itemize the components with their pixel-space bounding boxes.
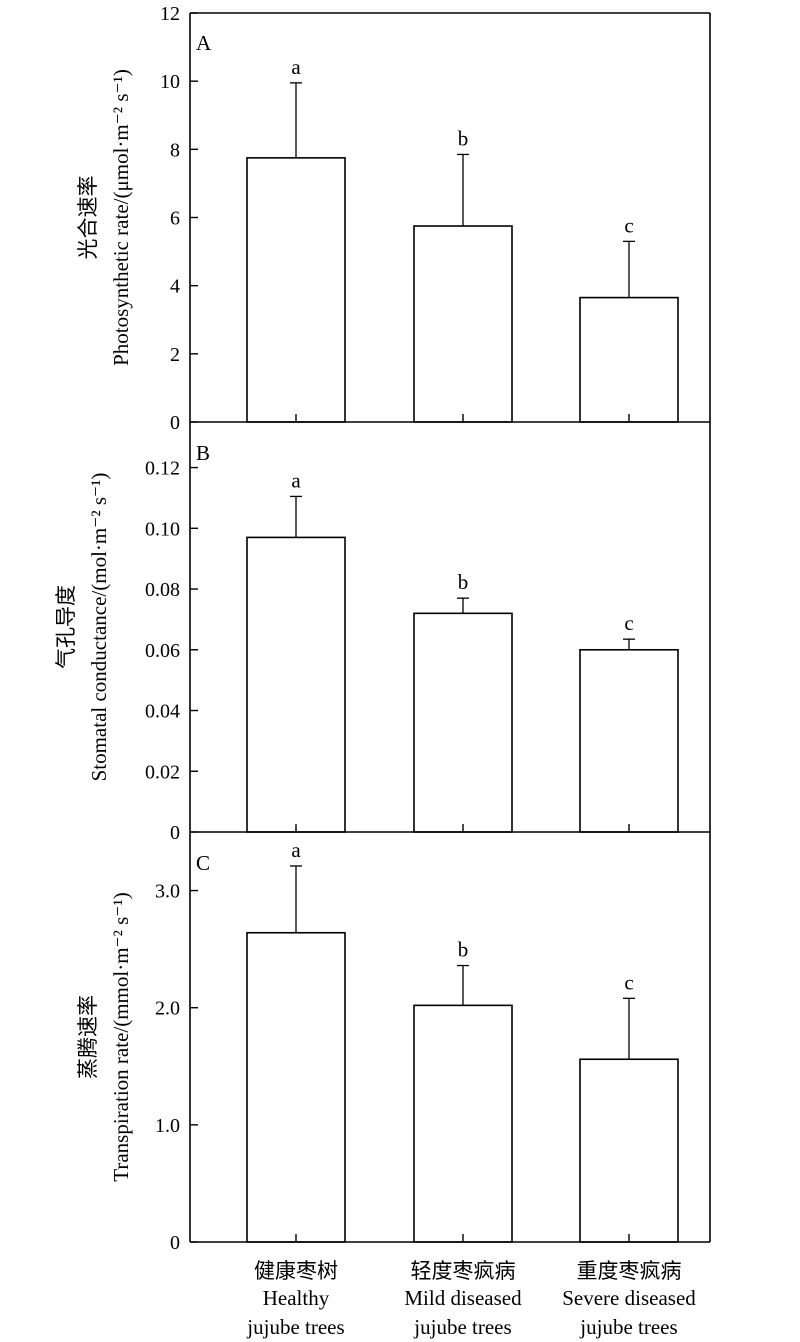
- category-label-en1-1: Healthy: [263, 1286, 330, 1310]
- significance-label-A-1: a: [291, 55, 301, 79]
- y-tick-label-B-3: 0.06: [145, 640, 180, 662]
- bar-C-2: [413, 1004, 513, 1243]
- category-label-zh-2: 轻度枣疯病: [411, 1259, 516, 1283]
- y-tick-label-A-4: 8: [170, 139, 180, 161]
- y-tick-label-A-2: 4: [170, 276, 180, 298]
- y-axis-title-zh-C: 蒸腾速率: [76, 995, 100, 1079]
- y-axis-title-zh-A: 光合速率: [76, 176, 100, 260]
- significance-label-B-1: a: [291, 468, 301, 492]
- y-tick-label-B-5: 0.10: [145, 518, 180, 540]
- bar-B-3: [579, 648, 679, 833]
- y-tick-label-B-2: 0.04: [145, 701, 180, 723]
- y-tick-label-A-3: 6: [170, 208, 180, 230]
- significance-label-C-2: b: [458, 938, 469, 962]
- significance-label-C-3: c: [624, 970, 633, 994]
- significance-label-B-2: b: [458, 570, 469, 594]
- y-tick-label-A-1: 2: [170, 344, 180, 366]
- y-tick-label-B-6: 0.12: [145, 458, 180, 480]
- y-tick-label-C-0: 0: [170, 1232, 180, 1254]
- bar-C-3: [579, 1058, 679, 1243]
- y-tick-label-C-2: 2.0: [155, 998, 180, 1020]
- y-axis-title-en-A: Photosynthetic rate/(μmol·m⁻² s⁻¹): [109, 69, 133, 366]
- significance-label-C-1: a: [291, 838, 301, 862]
- y-tick-label-B-1: 0.02: [145, 761, 180, 783]
- y-tick-label-A-5: 10: [160, 71, 180, 93]
- bar-C-1: [246, 931, 346, 1243]
- bar-A-3: [579, 296, 679, 423]
- category-label-en1-3: Severe diseased: [562, 1286, 696, 1310]
- y-tick-label-C-3: 3.0: [155, 881, 180, 903]
- category-label-zh-1: 健康枣树: [254, 1259, 338, 1283]
- category-label-en2-2: jujube trees: [413, 1315, 511, 1339]
- y-axis-title-en-B: Stomatal conductance/(mol·m⁻² s⁻¹): [87, 473, 111, 782]
- bar-A-1: [246, 157, 346, 423]
- category-label-en1-2: Mild diseased: [404, 1286, 522, 1310]
- y-axis-title-en-C: Transpiration rate/(mmol·m⁻² s⁻¹): [109, 892, 133, 1181]
- significance-label-A-3: c: [624, 213, 633, 237]
- panel-letter-B: B: [196, 441, 210, 465]
- bar-B-1: [246, 536, 346, 833]
- y-tick-label-B-0: 0: [170, 822, 180, 844]
- category-label-zh-3: 重度枣疯病: [577, 1259, 682, 1283]
- significance-label-A-2: b: [458, 126, 469, 150]
- y-axis-title-zh-B: 气孔导度: [54, 585, 78, 669]
- y-tick-label-B-4: 0.08: [145, 579, 180, 601]
- bar-A-2: [413, 225, 513, 423]
- y-tick-label-A-0: 0: [170, 412, 180, 434]
- category-label-en2-1: jujube trees: [246, 1315, 344, 1339]
- y-tick-label-C-1: 1.0: [155, 1115, 180, 1137]
- significance-label-B-3: c: [624, 611, 633, 635]
- category-label-en2-3: jujube trees: [579, 1315, 677, 1339]
- bar-B-2: [413, 612, 513, 833]
- y-tick-label-A-6: 12: [160, 3, 180, 25]
- panel-letter-C: C: [196, 851, 210, 875]
- panel-letter-A: A: [196, 31, 212, 55]
